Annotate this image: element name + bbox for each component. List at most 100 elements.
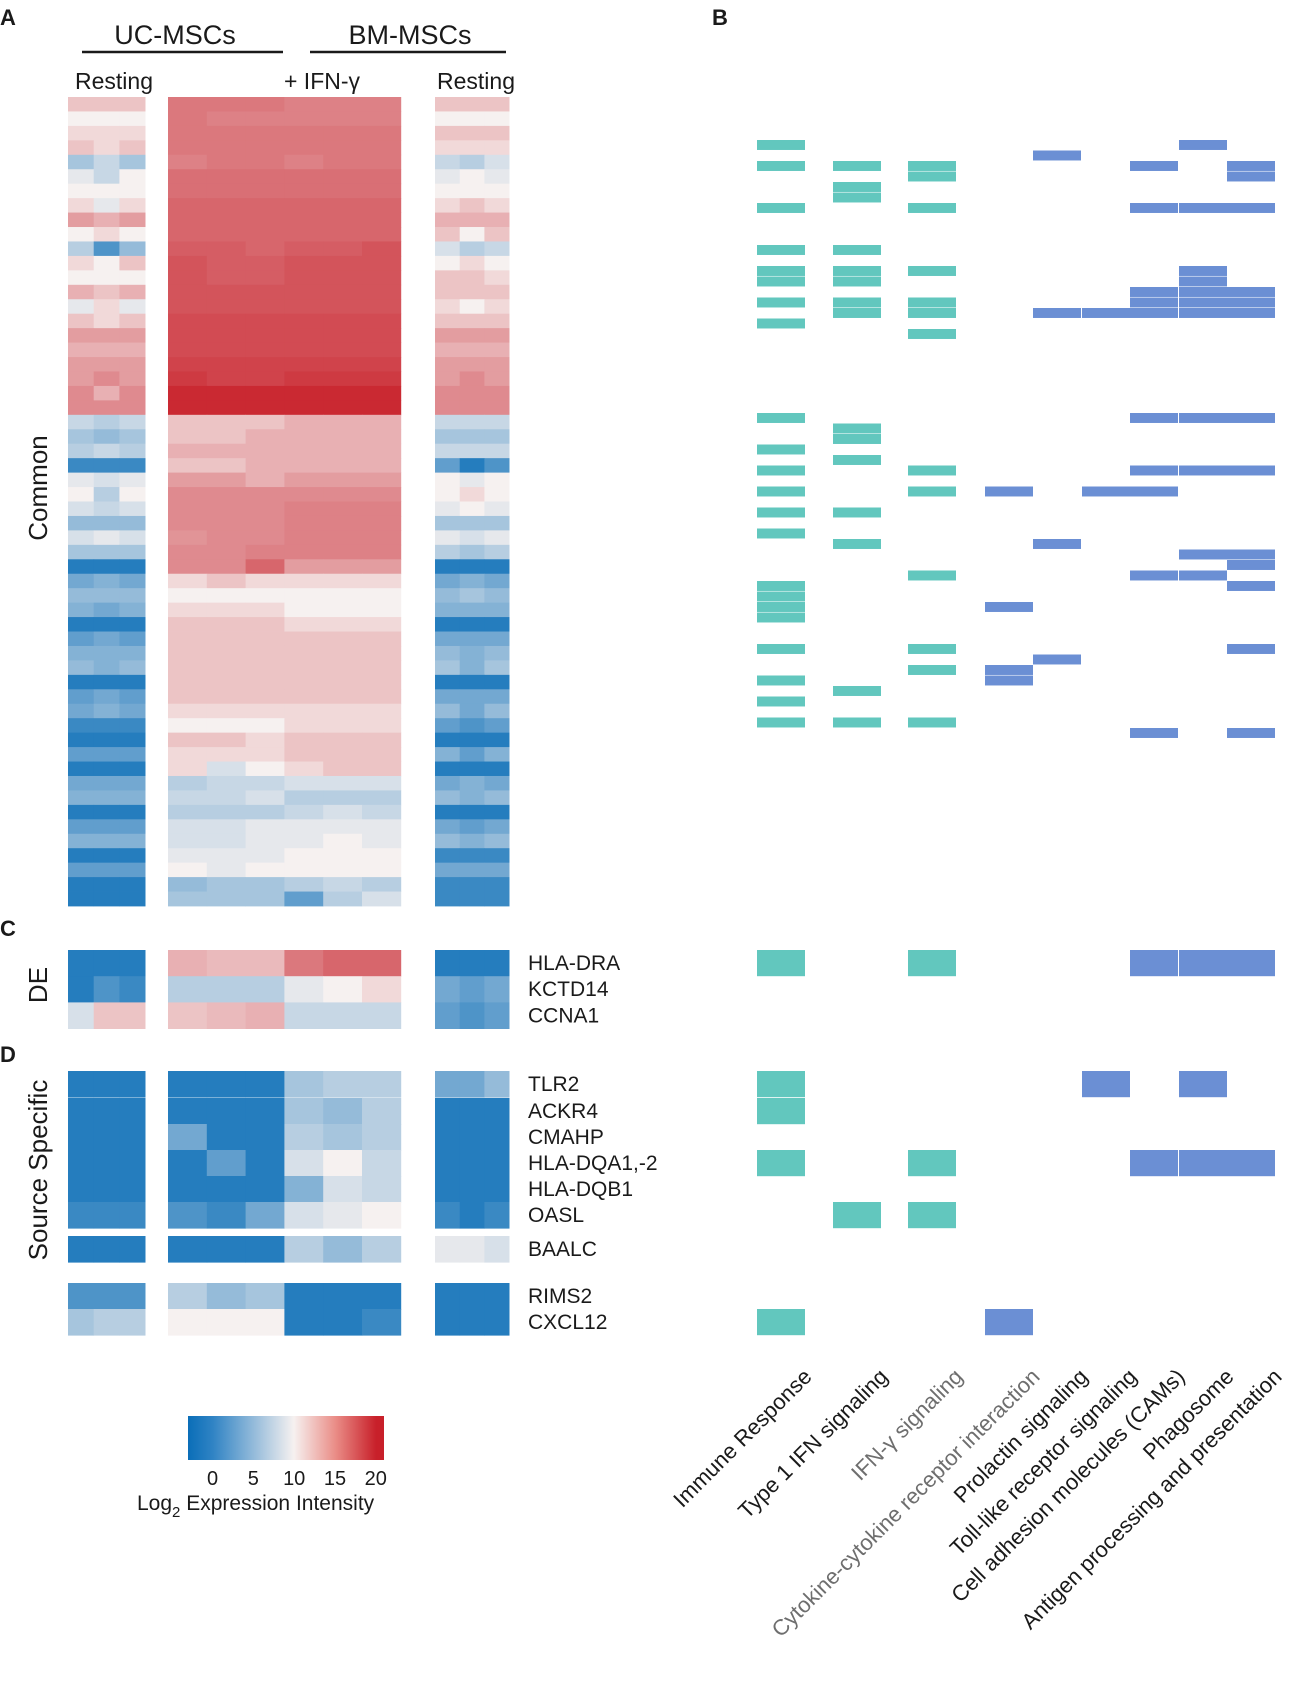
common-heatmap-cell [119, 804, 146, 820]
source-specific-heatmap-cell [484, 1098, 510, 1125]
de-heatmap-cell [484, 976, 510, 1003]
de-heatmap-cell [284, 1002, 324, 1029]
common-heatmap-cell [362, 761, 402, 777]
common-heatmap-cell [284, 125, 324, 141]
de-heatmap-cell [284, 976, 324, 1003]
common-heatmap-cell [435, 660, 461, 676]
common-heatmap-cell [484, 559, 510, 575]
common-heatmap-cell [323, 443, 363, 459]
pathway-bar [1130, 728, 1178, 738]
common-heatmap-cell [459, 530, 485, 546]
source-specific-heatmap-cell [119, 1236, 146, 1263]
common-heatmap-cell [323, 183, 363, 199]
common-heatmap-cell [206, 660, 246, 676]
pathway-bar [1082, 308, 1130, 318]
common-heatmap-cell [459, 645, 485, 661]
common-heatmap-cell [68, 891, 95, 907]
common-heatmap-cell [459, 747, 485, 762]
source-specific-heatmap-cell [362, 1236, 402, 1263]
pathway-bar [908, 486, 956, 497]
common-heatmap-cell [168, 140, 208, 156]
common-heatmap-cell [168, 97, 208, 112]
common-heatmap-cell [435, 848, 461, 864]
common-heatmap-cell [168, 443, 208, 459]
common-heatmap-cell [484, 588, 510, 604]
source-specific-heatmap-cell [206, 1098, 246, 1125]
gene-label: CCNA1 [528, 1004, 599, 1027]
common-heatmap-cell [284, 862, 324, 878]
common-heatmap-cell [168, 790, 208, 806]
common-heatmap-cell [245, 342, 285, 358]
common-heatmap-cell [284, 833, 324, 849]
common-heatmap-cell [93, 111, 120, 127]
common-heatmap-cell [245, 111, 285, 127]
source-specific-heatmap-cell [93, 1202, 120, 1229]
source-specific-heatmap [68, 1071, 510, 1336]
common-heatmap-cell [119, 891, 146, 907]
pathway-bar [757, 644, 805, 654]
source-specific-heatmap-cell [459, 1150, 485, 1177]
common-heatmap-cell [68, 299, 95, 315]
common-heatmap-cell [168, 371, 208, 387]
common-heatmap-cell [245, 848, 285, 864]
pathway-bar [1033, 539, 1081, 549]
common-heatmap-cell [206, 631, 246, 647]
de-heatmap-cell [168, 976, 208, 1003]
source-specific-heatmap-cell [284, 1309, 324, 1336]
source-specific-heatmap-cell [206, 1202, 246, 1229]
common-heatmap-cell [119, 530, 146, 546]
common-heatmap-cell [484, 154, 510, 170]
common-heatmap-cell [484, 198, 510, 213]
common-heatmap-cell [484, 718, 510, 734]
source-specific-heatmap-cell [119, 1202, 146, 1229]
common-heatmap-cell [484, 487, 510, 502]
common-heatmap-cell [206, 299, 246, 315]
common-heatmap-cell [168, 631, 208, 647]
common-heatmap-cell [435, 631, 461, 647]
source-specific-heatmap-cell [93, 1150, 120, 1177]
source-specific-heatmap-cell [435, 1176, 461, 1203]
common-heatmap-cell [362, 443, 402, 459]
common-heatmap-cell [459, 241, 485, 257]
common-heatmap-cell [362, 891, 402, 907]
de-heatmap-cell [168, 1002, 208, 1029]
common-heatmap-cell [362, 732, 402, 748]
common-heatmap-cell [119, 227, 146, 242]
pathway-bar [1179, 287, 1227, 297]
common-heatmap-cell [435, 458, 461, 474]
common-heatmap-cell [245, 819, 285, 835]
pathway-bar [1227, 465, 1275, 476]
common-heatmap-cell [206, 487, 246, 502]
pathway-bar [908, 1150, 956, 1177]
common-heatmap-cell [168, 212, 208, 228]
de-heatmap-cell [206, 976, 246, 1003]
source-specific-heatmap-cell [68, 1071, 95, 1098]
common-heatmap-cell [435, 891, 461, 907]
common-heatmap-cell [284, 227, 324, 242]
pathway-bar [757, 1150, 805, 1177]
pathway-bar [1082, 1071, 1130, 1098]
pathway-bar [1179, 276, 1227, 287]
common-heatmap-cell [119, 241, 146, 257]
common-heatmap-cell [68, 284, 95, 300]
common-heatmap-cell [68, 400, 95, 416]
common-heatmap-cell [206, 255, 246, 271]
common-heatmap-cell [206, 342, 246, 358]
common-heatmap-cell [323, 342, 363, 358]
common-heatmap-cell [362, 703, 402, 719]
pathway-bar [908, 308, 956, 318]
common-heatmap-cell [68, 790, 95, 806]
source-specific-heatmap-cell [362, 1124, 402, 1151]
common-heatmap-cell [245, 645, 285, 661]
pathway-bar [757, 266, 805, 276]
common-heatmap-cell [435, 515, 461, 531]
common-heatmap-cell [206, 472, 246, 488]
common-heatmap-cell [284, 169, 324, 185]
common-heatmap-cell [245, 573, 285, 589]
common-heatmap-cell [284, 877, 324, 892]
common-heatmap-cell [168, 588, 208, 604]
common-heatmap-cell [245, 559, 285, 575]
common-heatmap-cell [206, 328, 246, 343]
common-heatmap-cell [119, 703, 146, 719]
de-heatmap-cell [68, 1002, 95, 1029]
